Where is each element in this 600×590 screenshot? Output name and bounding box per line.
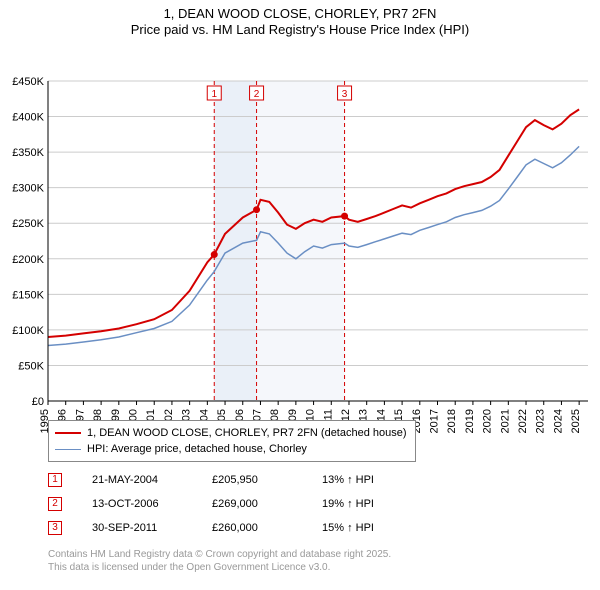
sale-marker-num: 1 (52, 468, 58, 492)
sale-marker-num: 2 (52, 492, 58, 516)
svg-text:2025: 2025 (570, 409, 582, 433)
legend-swatch (55, 432, 81, 434)
legend-label: 1, DEAN WOOD CLOSE, CHORLEY, PR7 2FN (de… (87, 425, 407, 441)
legend-swatch (55, 449, 81, 450)
sales-row: 1 21-MAY-2004 £205,950 13% ↑ HPI (48, 468, 402, 492)
sales-row: 2 13-OCT-2006 £269,000 19% ↑ HPI (48, 492, 402, 516)
svg-text:2024: 2024 (552, 409, 564, 433)
svg-text:2: 2 (254, 89, 260, 100)
svg-text:£50K: £50K (18, 360, 44, 372)
sales-table: 1 21-MAY-2004 £205,950 13% ↑ HPI 2 13-OC… (48, 468, 402, 540)
sale-marker-num: 3 (52, 516, 58, 540)
sale-price: £205,950 (212, 468, 292, 492)
legend-item: 1, DEAN WOOD CLOSE, CHORLEY, PR7 2FN (de… (55, 425, 407, 441)
svg-text:1: 1 (211, 89, 217, 100)
attribution-line1: Contains HM Land Registry data © Crown c… (48, 548, 391, 561)
sale-diff: 13% ↑ HPI (322, 468, 402, 492)
attribution: Contains HM Land Registry data © Crown c… (48, 548, 391, 574)
sale-marker: 2 (48, 497, 62, 511)
svg-text:£300K: £300K (12, 182, 44, 194)
sale-marker: 3 (48, 521, 62, 535)
sale-price: £269,000 (212, 492, 292, 516)
svg-text:2020: 2020 (482, 408, 494, 432)
attribution-line2: This data is licensed under the Open Gov… (48, 561, 391, 574)
svg-text:£200K: £200K (12, 253, 44, 265)
svg-text:2023: 2023 (535, 409, 547, 433)
sale-diff: 19% ↑ HPI (322, 492, 402, 516)
svg-text:2018: 2018 (446, 409, 458, 433)
legend-item: HPI: Average price, detached house, Chor… (55, 441, 407, 457)
sale-diff: 15% ↑ HPI (322, 516, 402, 540)
svg-text:2017: 2017 (429, 409, 441, 433)
svg-text:2019: 2019 (464, 409, 476, 433)
legend-label: HPI: Average price, detached house, Chor… (87, 441, 307, 457)
svg-text:£400K: £400K (12, 111, 44, 123)
svg-text:£150K: £150K (12, 289, 44, 301)
svg-text:3: 3 (342, 89, 348, 100)
svg-text:2022: 2022 (517, 409, 529, 433)
chart-title-line2: Price paid vs. HM Land Registry's House … (0, 22, 600, 38)
sale-date: 21-MAY-2004 (92, 468, 182, 492)
svg-text:£350K: £350K (12, 147, 44, 159)
sale-date: 30-SEP-2011 (92, 516, 182, 540)
sale-date: 13-OCT-2006 (92, 492, 182, 516)
svg-text:£250K: £250K (12, 218, 44, 230)
chart-title-block: 1, DEAN WOOD CLOSE, CHORLEY, PR7 2FN Pri… (0, 0, 600, 39)
svg-text:2021: 2021 (499, 409, 511, 433)
sale-marker: 1 (48, 473, 62, 487)
chart-title-line1: 1, DEAN WOOD CLOSE, CHORLEY, PR7 2FN (0, 6, 600, 22)
svg-text:£450K: £450K (12, 76, 44, 88)
legend: 1, DEAN WOOD CLOSE, CHORLEY, PR7 2FN (de… (48, 420, 416, 462)
svg-text:£0: £0 (32, 396, 44, 408)
sale-price: £260,000 (212, 516, 292, 540)
svg-text:£100K: £100K (12, 324, 44, 336)
sales-row: 3 30-SEP-2011 £260,000 15% ↑ HPI (48, 516, 402, 540)
chart-plot: £0 £50K £100K £150K £200K £250K £300K £350K £400… (0, 39, 600, 439)
chart-container: 1, DEAN WOOD CLOSE, CHORLEY, PR7 2FN Pri… (0, 0, 600, 590)
